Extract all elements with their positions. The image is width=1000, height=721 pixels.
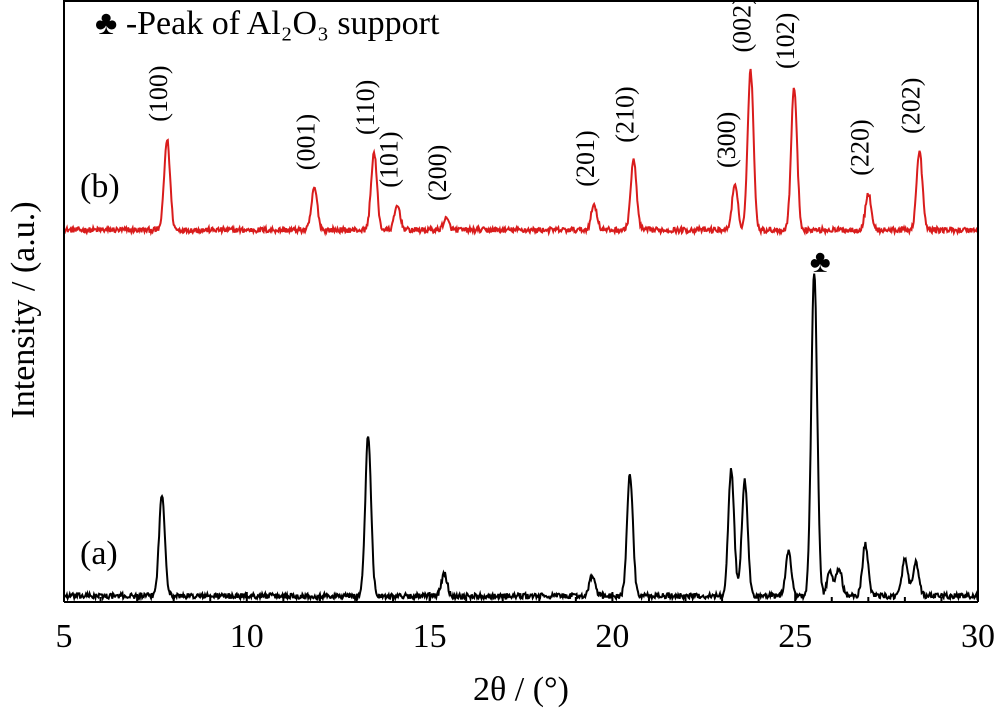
axes-group (63, 0, 979, 603)
x-tick-label: 20 (595, 618, 629, 655)
x-tick-label: 10 (230, 618, 264, 655)
legend-annotation: ♣ -Peak of Al₂O₃ support (95, 5, 440, 42)
peak-label: (220) (845, 119, 874, 175)
peak-label: (110) (351, 80, 380, 135)
y-axis-title: Intensity / (a.u.) (5, 201, 42, 418)
x-tick-label: 15 (413, 618, 447, 655)
x-tick-label: 25 (778, 618, 812, 655)
peak-label: (102) (771, 13, 800, 69)
series-line-a (63, 273, 979, 603)
peak-label: (201) (571, 130, 600, 186)
peak-label: (200) (423, 145, 452, 201)
peak-label: (001) (291, 114, 320, 170)
x-axis-title: 2θ / (°) (473, 671, 569, 708)
series-group (63, 68, 979, 603)
peak-label: (002) (728, 0, 757, 53)
series-label-b: (b) (80, 168, 120, 205)
labels-group: 5 10 15 20 25 30 2θ / (°) Intensity / (a.u.) ♣ -… (5, 0, 995, 708)
peak-label: (100) (144, 65, 173, 121)
peak-label: (210) (611, 86, 640, 142)
x-tick-label: 5 (56, 618, 73, 655)
series-line-b (63, 68, 979, 237)
al2o3-annotation: ♣ (810, 243, 831, 279)
peak-label: (300) (712, 112, 741, 168)
series-label-a: (a) (80, 535, 118, 572)
peak-label: (101) (374, 131, 403, 187)
x-tick-label: 30 (961, 618, 995, 655)
peak-label: (202) (897, 78, 926, 134)
